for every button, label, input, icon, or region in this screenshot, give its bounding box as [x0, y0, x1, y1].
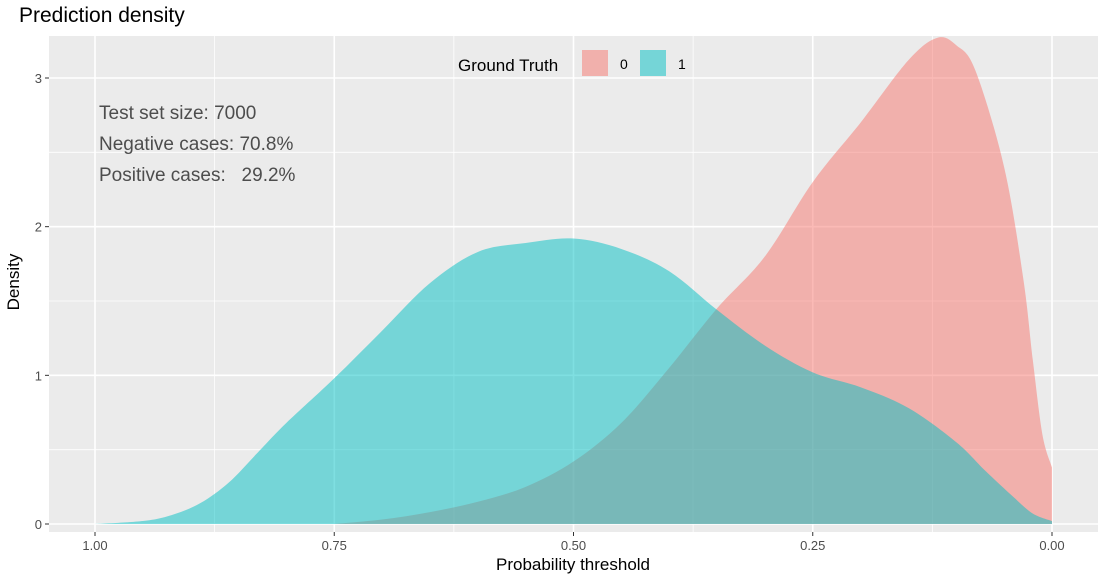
legend: Ground Truth 0 1: [458, 50, 686, 76]
annotation-line: Negative cases: 70.8%: [99, 134, 293, 155]
annotation-line: Test set size: 7000: [99, 103, 256, 124]
legend-key-1: [640, 50, 666, 76]
x-tick-label: 0.00: [1039, 538, 1064, 553]
y-tick-label: 3: [35, 71, 42, 86]
y-tick-label: 1: [35, 368, 42, 383]
annotation-line: Positive cases: 29.2%: [99, 165, 296, 186]
y-tick-label: 2: [35, 220, 42, 235]
legend-title: Ground Truth: [458, 56, 558, 75]
x-tick-label: 0.50: [561, 538, 586, 553]
legend-key-label: 0: [620, 56, 628, 72]
legend-key-label: 1: [678, 56, 686, 72]
legend-key-0: [582, 50, 608, 76]
y-tick-label: 0: [35, 517, 42, 532]
x-tick-label: 0.75: [322, 538, 347, 553]
y-axis-ticks: 0 1 2 3: [35, 71, 49, 532]
x-axis-label: Probability threshold: [495, 555, 651, 574]
density-area-1: [95, 238, 1052, 524]
annotations: Test set size: 7000 Negative cases: 70.8%…: [99, 103, 296, 186]
x-axis-ticks: 1.00 0.75 0.50 0.25 0.00: [82, 532, 1065, 553]
chart-title: Prediction density: [19, 4, 185, 27]
x-tick-label: 1.00: [82, 538, 107, 553]
density-areas: [95, 37, 1052, 524]
x-tick-label: 0.25: [800, 538, 825, 553]
